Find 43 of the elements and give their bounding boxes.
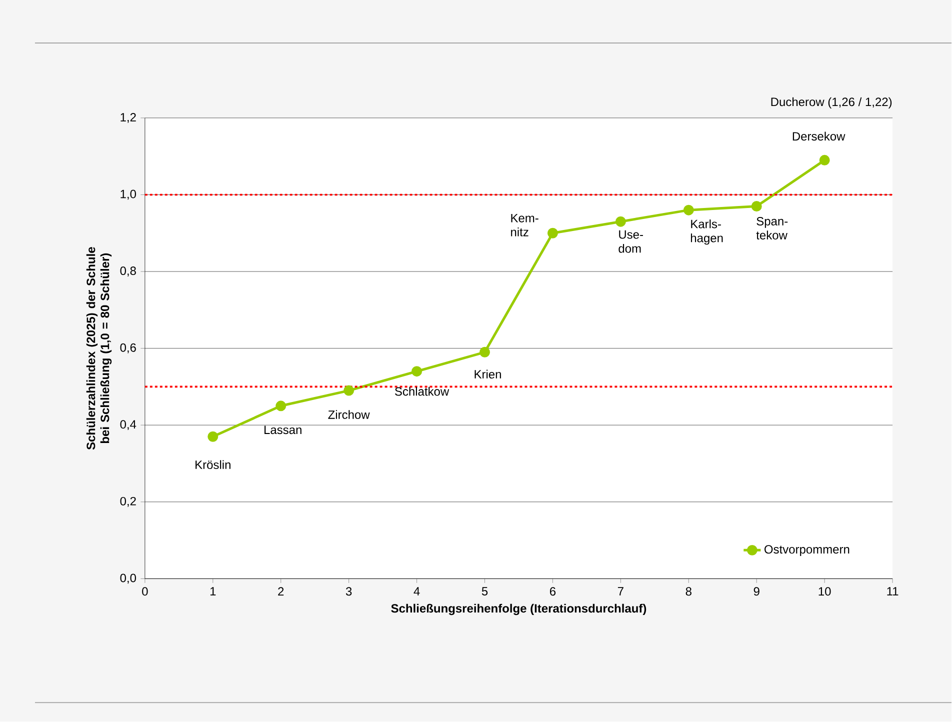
x-axis-title: Schließungsreihenfolge (Iterationsdurchlauf) xyxy=(391,604,646,616)
annotation: Kröslin xyxy=(196,460,230,470)
point xyxy=(819,155,830,166)
x-tick-label: 4 xyxy=(414,587,420,596)
y-tick-label: 1,2 xyxy=(120,113,136,124)
point xyxy=(547,228,558,239)
point xyxy=(683,205,694,216)
annotation: Krien xyxy=(474,370,501,379)
point xyxy=(412,366,422,377)
y-tick-label: 0,2 xyxy=(120,497,136,508)
text: Ducherow (1,26 / 1,22) xyxy=(771,98,892,109)
annotation: Lassan xyxy=(264,426,302,434)
x-tick-label: 11 xyxy=(887,587,898,596)
point xyxy=(480,347,490,358)
y-axis-title: Schülerzahlindex (2025) der Schule bei Schließung (1,0 = 80 Schüler) xyxy=(86,247,112,450)
x-tick-label: 1 xyxy=(210,587,216,596)
annotation: Karls-hagen xyxy=(690,220,723,245)
point xyxy=(208,432,218,442)
annotation: Dersekow xyxy=(792,132,846,141)
annotation: Span-tekow xyxy=(756,217,788,240)
legend-label: Ostvorpommern xyxy=(764,545,850,556)
annotation: Kem-nitz xyxy=(511,214,538,236)
point xyxy=(344,385,354,396)
y-tick-label: 0,8 xyxy=(120,266,136,277)
annotation: Zirchow xyxy=(328,410,370,420)
x-tick-label: 6 xyxy=(550,587,556,596)
point xyxy=(615,216,626,228)
y-tick-label: 0,0 xyxy=(120,574,136,584)
x-tick-label: 0 xyxy=(142,587,148,596)
annotation: Use-dom xyxy=(618,230,643,253)
point xyxy=(276,400,286,412)
x-tick-label: 7 xyxy=(618,587,624,596)
x-tick-label: 8 xyxy=(686,587,692,596)
point xyxy=(751,201,762,212)
x-tick-label: 10 xyxy=(818,587,831,596)
y-tick-label: 1,0 xyxy=(120,190,136,200)
annotation: Schlatkow xyxy=(395,387,450,396)
x-tick-label: 3 xyxy=(346,587,352,596)
y-tick-label: 0,6 xyxy=(120,344,136,354)
x-tick-label: 9 xyxy=(754,587,760,596)
x-tick-label: 2 xyxy=(278,587,284,596)
y-tick-label: 0,4 xyxy=(120,420,136,430)
x-tick-label: 5 xyxy=(482,587,488,596)
